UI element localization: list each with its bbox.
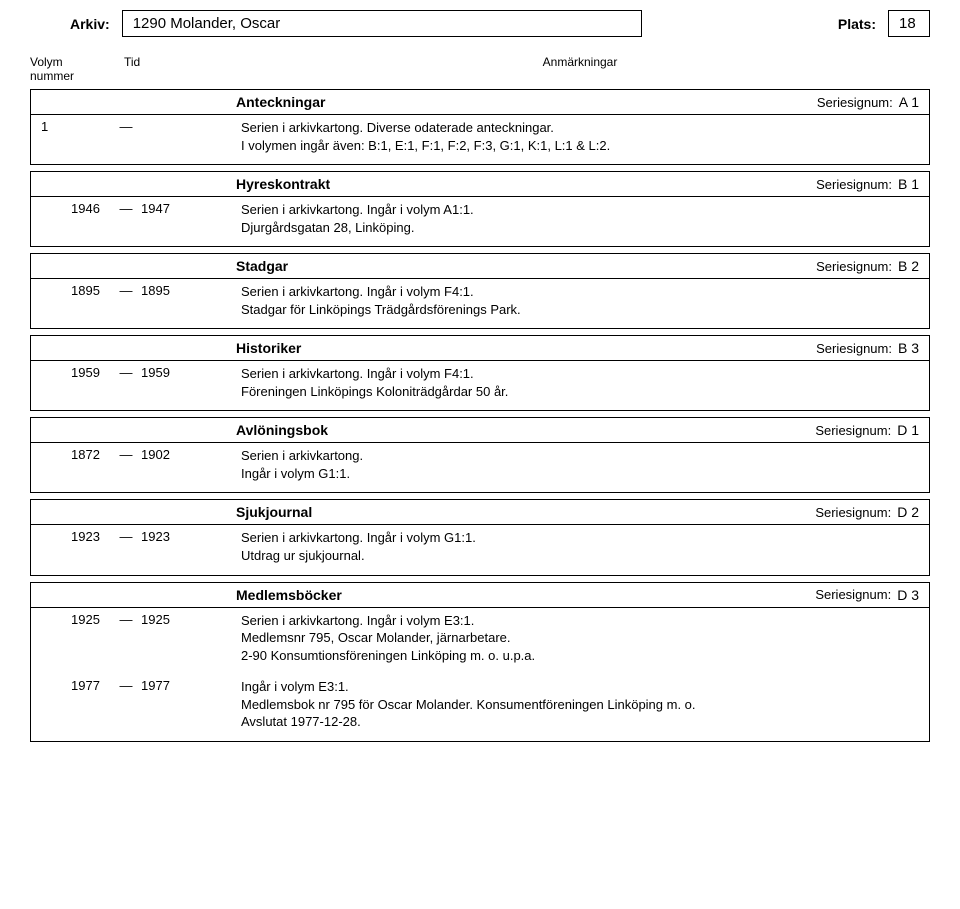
- series-header: MedlemsböckerSeriesignum: D 3: [30, 582, 930, 608]
- plats-label: Plats:: [838, 16, 876, 32]
- entry-year-to: 1902: [141, 447, 181, 462]
- dash-icon: —: [117, 201, 135, 216]
- entry-row: .1872 — 1902 Serien i arkivkartong. Ingår i…: [30, 443, 930, 493]
- entry-year-to: 1977: [141, 678, 181, 693]
- entry-year-to: 1895: [141, 283, 181, 298]
- entry-row: 1 — Serien i arkivkartong. Diverse odatera…: [30, 115, 930, 165]
- series-sig-label: Seriesignum:: [816, 259, 892, 274]
- entry-text: Serien i arkivkartong. Ingår i volym F4:…: [241, 283, 919, 318]
- entry-seq: .: [41, 612, 71, 665]
- series-sig-value: B 1: [898, 176, 919, 192]
- entry-years: 1977 — 1977: [71, 678, 241, 731]
- entry-year-from: 1895: [71, 283, 111, 298]
- series-title: Medlemsböcker: [236, 587, 815, 603]
- dash-icon: —: [117, 529, 135, 544]
- entry-row: .1946 — 1947 Serien i arkivkartong. Ingår i…: [30, 197, 930, 247]
- dash-icon: —: [117, 612, 135, 627]
- series-title: Anteckningar: [236, 94, 817, 110]
- series-sig-label: Seriesignum:: [816, 177, 892, 192]
- series-sig-value: D 1: [897, 422, 919, 438]
- entry-year-from: 1946: [71, 201, 111, 216]
- entry-row: .1959—1959Serien i arkivkartong. Ingår i…: [30, 361, 930, 411]
- series-sig-label: Seriesignum:: [817, 95, 893, 110]
- entry-years: 1946 — 1947: [71, 201, 241, 236]
- entry-year-from: 1977: [71, 678, 111, 693]
- entry-seq: .: [41, 365, 71, 400]
- series-title: Avlöningsbok: [236, 422, 815, 438]
- entry-years: 1959 — 1959: [71, 365, 241, 400]
- series-header: SjukjournalSeriesignum: D 2: [30, 499, 930, 525]
- col-tid: Tid: [100, 55, 230, 83]
- entry-text: Ingår i volym E3:1. Medlemsbok nr 795 fö…: [241, 678, 919, 731]
- dash-icon: —: [117, 283, 135, 298]
- entry-years: 1923 — 1923: [71, 529, 241, 564]
- entry-year-to: 1947: [141, 201, 181, 216]
- dash-icon: —: [117, 678, 135, 693]
- series-title: Hyreskontrakt: [236, 176, 816, 192]
- series-sig-label: Seriesignum:: [815, 423, 891, 438]
- entry-seq: .: [41, 283, 71, 318]
- entry-text: Serien i arkivkartong. Diverse odaterade…: [241, 119, 919, 154]
- dash-icon: —: [117, 447, 135, 462]
- series-sig-value: D 2: [897, 504, 919, 520]
- entry-year-from: 1872: [71, 447, 111, 462]
- entry-seq: .: [41, 201, 71, 236]
- col-volym: Volym nummer: [30, 55, 100, 83]
- series-sig-label: Seriesignum:: [815, 505, 891, 520]
- entry-year-from: 1925: [71, 612, 111, 627]
- entry-seq: .: [41, 529, 71, 564]
- series-sig-value: B 3: [898, 340, 919, 356]
- entry-year-to: 1923: [141, 529, 181, 544]
- entry-seq: .: [41, 678, 71, 731]
- entry-row: .1895—1895Serien i arkivkartong. Ingår i…: [30, 279, 930, 329]
- series-sig-value: A 1: [899, 94, 919, 110]
- archive-header: Arkiv: 1290 Molander, Oscar Plats: 18: [70, 10, 930, 37]
- entry-year-from: 1959: [71, 365, 111, 380]
- series-header: AvlöningsbokSeriesignum: D 1: [30, 417, 930, 443]
- entry-text: Serien i arkivkartong. Ingår i volym A1:…: [241, 201, 919, 236]
- arkiv-value: 1290 Molander, Oscar: [122, 10, 642, 37]
- entry-year-to: 1959: [141, 365, 181, 380]
- series-title: Historiker: [236, 340, 816, 356]
- entry-year-from: 1923: [71, 529, 111, 544]
- series-header: AnteckningarSeriesignum: A 1: [30, 89, 930, 115]
- series-sig-value: D 3: [897, 587, 919, 603]
- entry-row: .1925—1925Serien i arkivkartong. Ingår i…: [30, 608, 930, 675]
- series-title: Stadgar: [236, 258, 816, 274]
- dash-icon: —: [117, 365, 135, 380]
- entry-text: Serien i arkivkartong. Ingår i volym G1:…: [241, 529, 919, 564]
- entry-years: 1872 — 1902: [71, 447, 241, 482]
- plats-value: 18: [888, 10, 930, 37]
- entry-year-to: 1925: [141, 612, 181, 627]
- entry-row: .1923—1923Serien i arkivkartong. Ingår i…: [30, 525, 930, 575]
- series-sig-label: Seriesignum:: [816, 341, 892, 356]
- entry-text: Serien i arkivkartong. Ingår i volym E3:…: [241, 612, 919, 665]
- entry-years: —: [71, 119, 241, 154]
- series-header: StadgarSeriesignum: B 2: [30, 253, 930, 279]
- dash-icon: —: [117, 119, 135, 134]
- col-anm: Anmärkningar: [230, 55, 930, 83]
- arkiv-label: Arkiv:: [70, 16, 110, 32]
- series-header: HistorikerSeriesignum: B 3: [30, 335, 930, 361]
- entry-years: 1925 — 1925: [71, 612, 241, 665]
- entry-text: Serien i arkivkartong. Ingår i volym F4:…: [241, 365, 919, 400]
- series-header: HyreskontraktSeriesignum: B 1: [30, 171, 930, 197]
- series-sig-label: Seriesignum:: [815, 587, 891, 602]
- entry-text: Serien i arkivkartong. Ingår i volym G1:…: [241, 447, 919, 482]
- entry-row: .1977—1977Ingår i volym E3:1. Medlemsbok…: [30, 674, 930, 742]
- series-sig-value: B 2: [898, 258, 919, 274]
- entry-years: 1895 — 1895: [71, 283, 241, 318]
- entry-seq: .: [41, 447, 71, 482]
- entry-seq: 1: [41, 119, 71, 154]
- series-title: Sjukjournal: [236, 504, 815, 520]
- column-labels: Volym nummer Tid Anmärkningar: [30, 55, 930, 83]
